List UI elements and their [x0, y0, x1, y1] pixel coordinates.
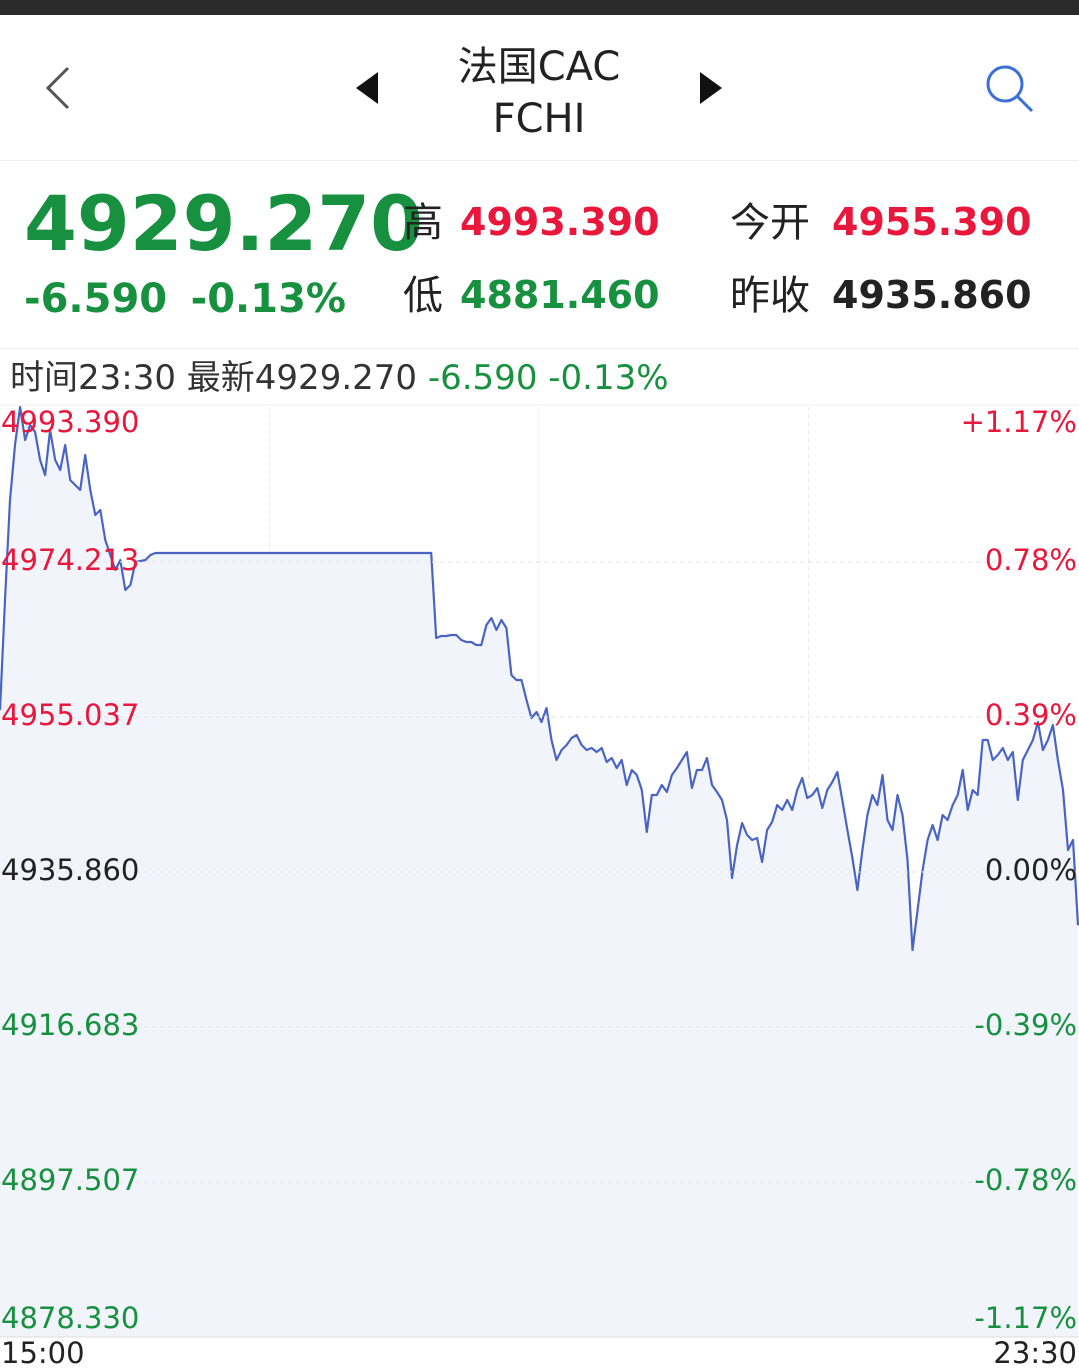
low-label: 低 — [403, 273, 443, 319]
search-button[interactable] — [986, 65, 1034, 113]
y-tick-label: 4974.213 — [1, 543, 139, 577]
x-tick-label: 15:00 — [1, 1336, 85, 1370]
y-tick-label: 4878.330 — [1, 1301, 139, 1335]
info-bar: 时间23:30 最新4929.270 -6.590 -0.13% — [10, 358, 669, 398]
info-time-label: 时间 — [10, 358, 78, 398]
open-label: 今开 — [730, 200, 810, 246]
y-tick-label: 4897.507 — [1, 1163, 139, 1197]
info-time: 23:30 — [78, 358, 176, 398]
y2-tick-label: -1.17% — [974, 1301, 1077, 1335]
x-tick-label: 23:30 — [993, 1336, 1077, 1370]
y-tick-label: 4916.683 — [1, 1008, 139, 1042]
y2-tick-label: 0.78% — [985, 543, 1077, 577]
y-tick-label: 4993.390 — [1, 405, 139, 439]
info-latest-label: 最新 — [187, 358, 255, 398]
price: 4929.270 — [24, 179, 423, 268]
high-label: 高 — [403, 200, 443, 246]
change-pct: -0.13% — [191, 276, 346, 322]
y-tick-label: 4955.037 — [1, 698, 139, 732]
info-change: -6.590 — [428, 358, 538, 398]
title: 法国CAC — [458, 44, 621, 90]
chart: 4878.330 4897.507 4916.683 4935.860 4955.037… — [0, 405, 1079, 1370]
y2-tick-label: -0.78% — [974, 1163, 1077, 1197]
status-bar — [0, 0, 1079, 15]
y2-tick-label: -0.39% — [974, 1008, 1077, 1042]
next-button[interactable] — [700, 72, 722, 104]
low: 4881.460 — [460, 273, 660, 317]
change: -6.590 — [24, 276, 167, 322]
open: 4955.390 — [832, 200, 1032, 244]
y2-tick-label: 0.39% — [985, 698, 1077, 732]
y-tick-label: 4935.860 — [1, 853, 139, 887]
y2-tick-label: +1.17% — [961, 405, 1077, 439]
y2-tick-label: 0.00% — [985, 853, 1077, 887]
prev-close: 4935.860 — [832, 273, 1032, 317]
info-latest: 4929.270 — [255, 358, 417, 398]
info-change-pct: -0.13% — [548, 358, 668, 398]
high: 4993.390 — [460, 200, 660, 244]
back-button[interactable] — [45, 66, 70, 110]
prev-button[interactable] — [356, 72, 378, 104]
subtitle: FCHI — [493, 96, 586, 142]
prev-label: 昨收 — [730, 273, 810, 319]
